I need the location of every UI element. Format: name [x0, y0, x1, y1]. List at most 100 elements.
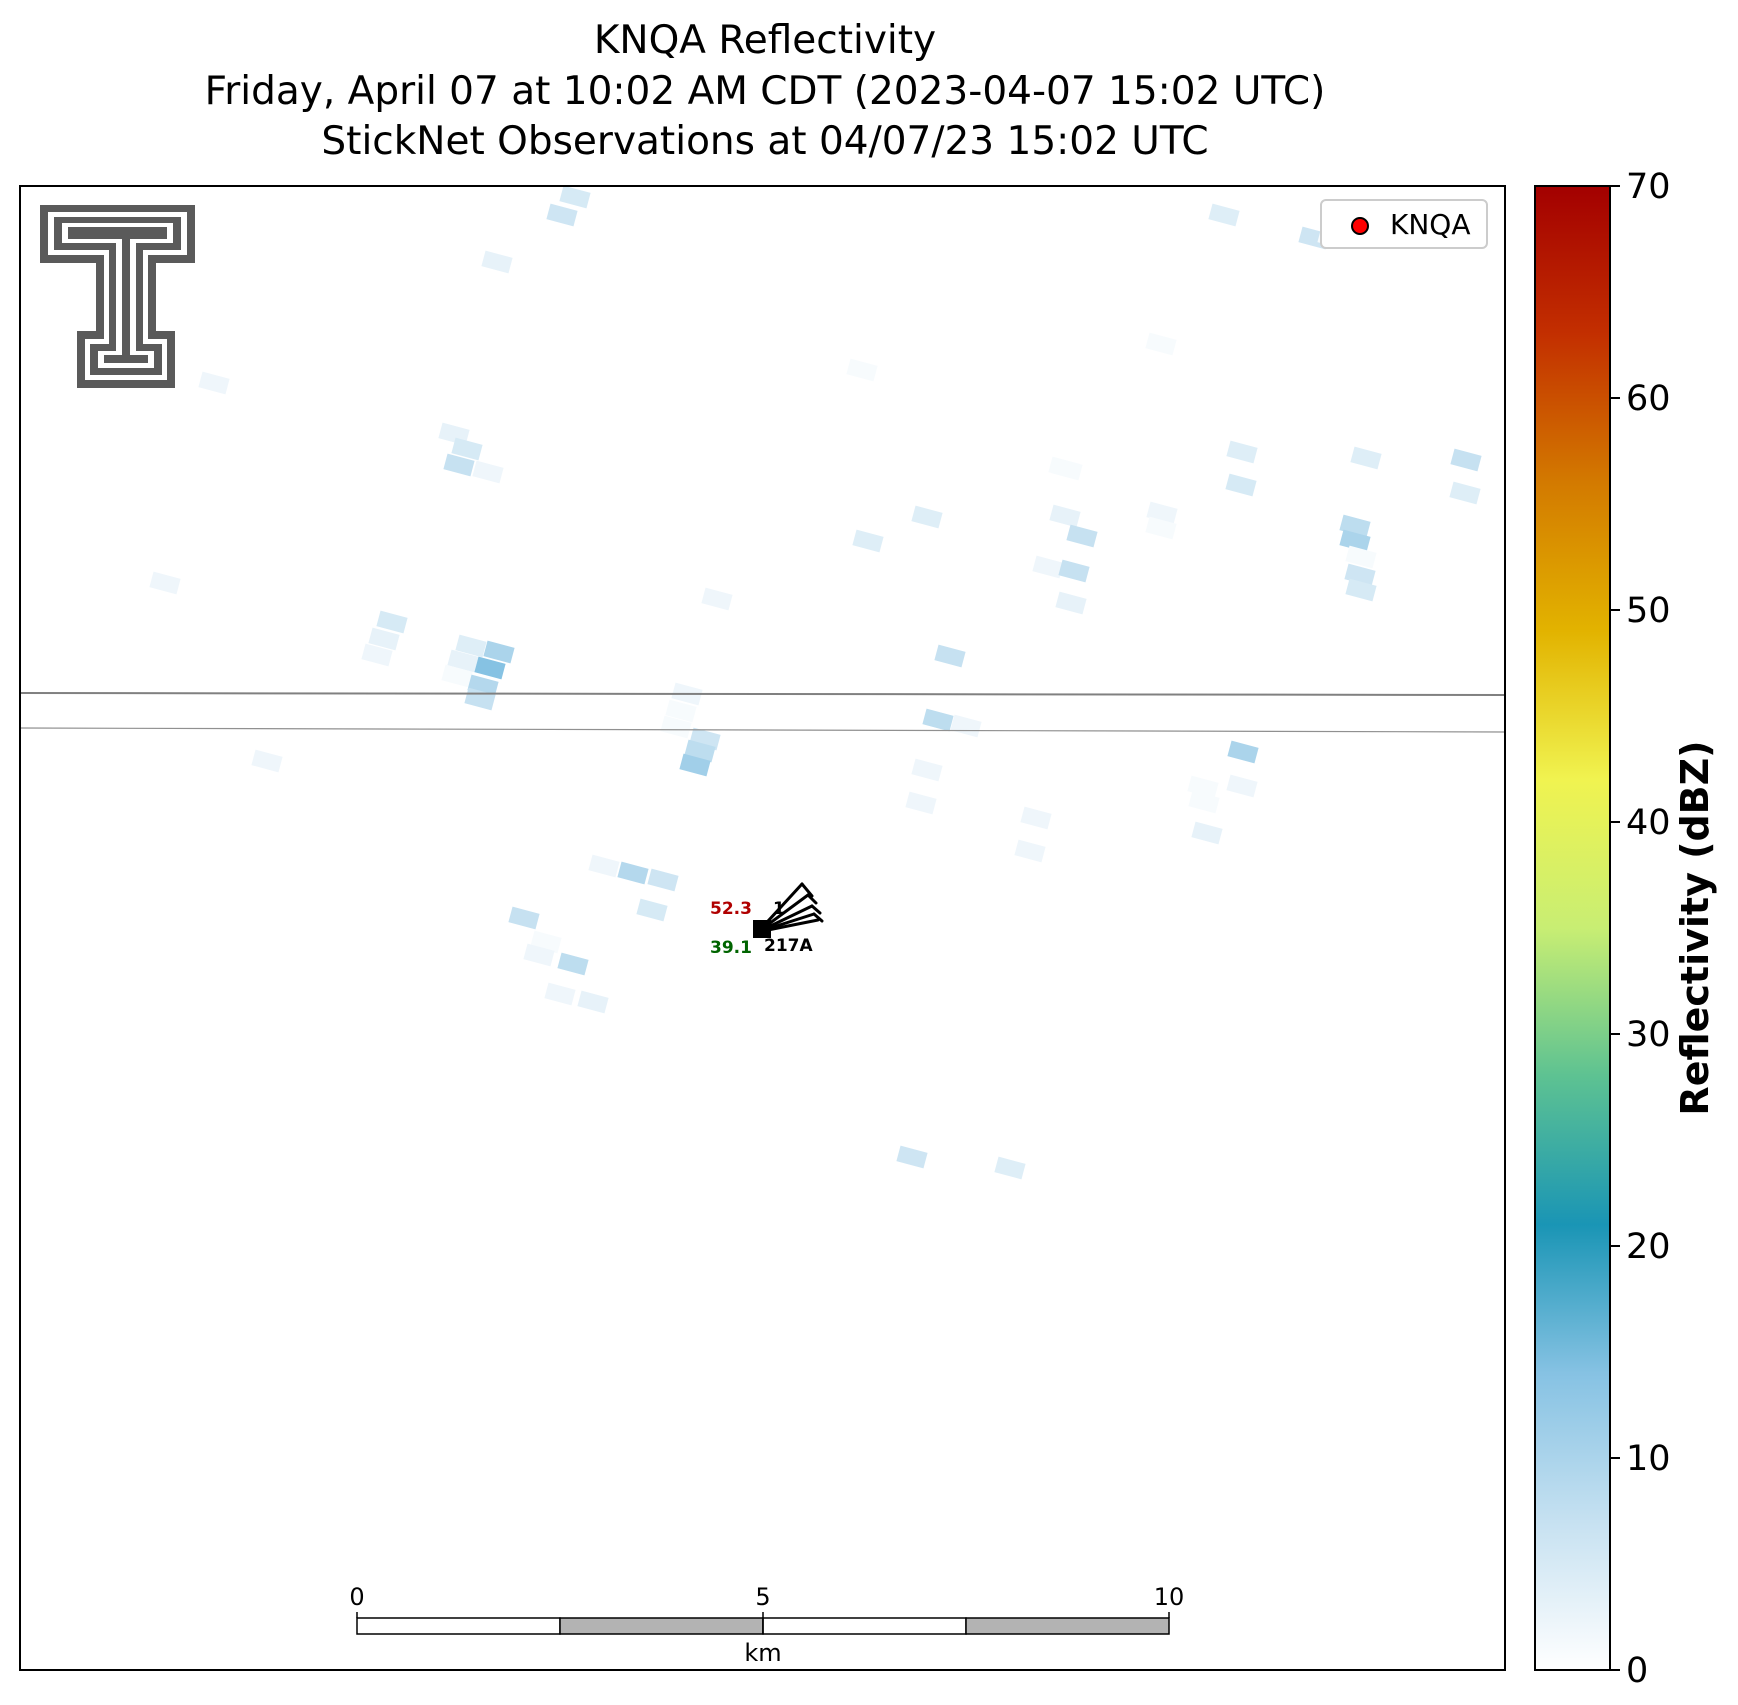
reflectivity-cell — [911, 758, 943, 782]
colorbar-tick-label: 0 — [1626, 1651, 1648, 1691]
knqa-marker-icon — [1351, 217, 1369, 235]
scale-tick-label: 5 — [755, 1583, 770, 1611]
reflectivity-cell — [376, 610, 408, 634]
station-id: 217A — [764, 936, 813, 956]
reflectivity-cell — [447, 649, 479, 673]
reflectivity-cell — [1227, 740, 1259, 764]
reflectivity-cell — [1350, 446, 1382, 470]
colorbar-tick-label: 50 — [1626, 591, 1671, 631]
reflectivity-cell — [1345, 578, 1377, 602]
reflectivity-cell — [1226, 774, 1258, 798]
reflectivity-cell — [523, 943, 555, 967]
reflectivity-cell — [559, 186, 591, 209]
colorbar-tick-label: 60 — [1626, 379, 1671, 419]
reflectivity-cell — [1058, 559, 1090, 583]
reflectivity-cell — [1191, 821, 1223, 845]
reflectivity-cell — [546, 203, 578, 227]
reflectivity-cell — [1066, 524, 1098, 548]
scale-segment — [559, 1617, 764, 1635]
reflectivity-cell — [1055, 591, 1087, 615]
colorbar-label: Reflectivity (dBZ) — [1673, 740, 1717, 1115]
scale-segment — [356, 1617, 561, 1635]
legend-label: KNQA — [1390, 208, 1471, 241]
reflectivity-cell — [149, 571, 181, 595]
reflectivity-cell — [251, 749, 283, 773]
reflectivity-cell — [368, 627, 400, 651]
dewpoint-value: 39.1 — [710, 938, 752, 958]
reflectivity-cell — [198, 371, 230, 395]
reflectivity-cell — [1449, 481, 1481, 505]
map-legend: KNQA — [1320, 199, 1488, 249]
reflectivity-cell — [443, 453, 475, 477]
reflectivity-cell — [474, 656, 506, 680]
colorbar-tick-label: 40 — [1626, 803, 1671, 843]
reflectivity-cell — [679, 753, 711, 777]
colorbar-tick-label: 10 — [1626, 1439, 1671, 1479]
reflectivity-cell — [922, 708, 954, 732]
reflectivity-cell — [441, 664, 473, 688]
reflectivity-cell — [701, 587, 733, 611]
colorbar-fill — [1535, 186, 1610, 1670]
reflectivity-cell — [934, 644, 966, 668]
reflectivity-cell — [508, 906, 540, 930]
reflectivity-cell — [846, 358, 878, 382]
reflectivity-cell — [896, 1145, 928, 1169]
reflectivity-cell — [665, 699, 697, 723]
reflectivity-cell — [1020, 806, 1052, 830]
reflectivity-cell — [1145, 516, 1177, 540]
reflectivity-cell — [1048, 456, 1080, 480]
scale-segment — [965, 1617, 1170, 1635]
boundary-line — [20, 692, 1505, 696]
scale-segment — [762, 1617, 967, 1635]
reflectivity-cell — [1345, 545, 1377, 569]
reflectivity-cell — [647, 868, 679, 892]
boundary-line — [20, 727, 1505, 733]
map-border — [19, 185, 1506, 1671]
reflectivity-cell — [588, 854, 620, 878]
scale-tick-label: 0 — [349, 1583, 364, 1611]
texas-tech-logo: ® — [40, 205, 195, 390]
station-marker-icon — [753, 920, 771, 938]
reflectivity-cell — [994, 1156, 1026, 1180]
reflectivity-cell — [617, 861, 649, 885]
boundary-lines — [20, 692, 1505, 733]
reflectivity-cell — [1032, 555, 1064, 579]
scale-bar: 0 5 10 km — [349, 1583, 1184, 1667]
reflectivity-cell — [451, 437, 483, 461]
plot-title-line-2: Friday, April 07 at 10:02 AM CDT (2023-0… — [204, 69, 1326, 114]
reflectivity-cell — [1226, 440, 1258, 464]
sticknet-station: 52.3 1 39.1 217A — [710, 882, 824, 958]
plot-title-line-1: KNQA Reflectivity — [593, 18, 937, 63]
svg-text:®: ® — [163, 380, 172, 390]
reflectivity-cell — [852, 529, 884, 553]
reflectivity-cell — [455, 634, 487, 658]
reflectivity-cell — [544, 982, 576, 1006]
reflectivity-cell — [1145, 332, 1177, 356]
reflectivity-cell — [1225, 473, 1257, 497]
reflectivity-cell — [1049, 504, 1081, 528]
reflectivity-cell — [1188, 790, 1220, 814]
reflectivity-cells — [149, 186, 1482, 1180]
reflectivity-cell — [481, 250, 513, 274]
reflectivity-cell — [557, 952, 589, 976]
reflectivity-cell — [911, 505, 943, 529]
reflectivity-cell — [636, 898, 668, 922]
reflectivity-cell — [483, 640, 515, 664]
reflectivity-cell — [905, 791, 937, 815]
colorbar: 0 10 20 30 40 50 60 70 Reflectivity (dBZ) — [1534, 167, 1717, 1691]
temperature-value: 52.3 — [710, 899, 752, 919]
colorbar-tick-label: 30 — [1626, 1015, 1671, 1055]
colorbar-tick-label: 20 — [1626, 1227, 1671, 1267]
reflectivity-cell — [1208, 203, 1240, 227]
plot-title-line-3: StickNet Observations at 04/07/23 15:02 … — [321, 119, 1209, 164]
reflectivity-cell — [950, 714, 982, 738]
reflectivity-cell — [1014, 839, 1046, 863]
pressure-value-partial: 1 — [773, 899, 785, 919]
reflectivity-cell — [577, 990, 609, 1014]
reflectivity-cell — [660, 715, 692, 739]
reflectivity-cell — [1339, 529, 1371, 553]
colorbar-ticks: 0 10 20 30 40 50 60 70 — [1610, 167, 1671, 1691]
scale-tick-label: 10 — [1154, 1583, 1185, 1611]
reflectivity-cell — [361, 643, 393, 667]
